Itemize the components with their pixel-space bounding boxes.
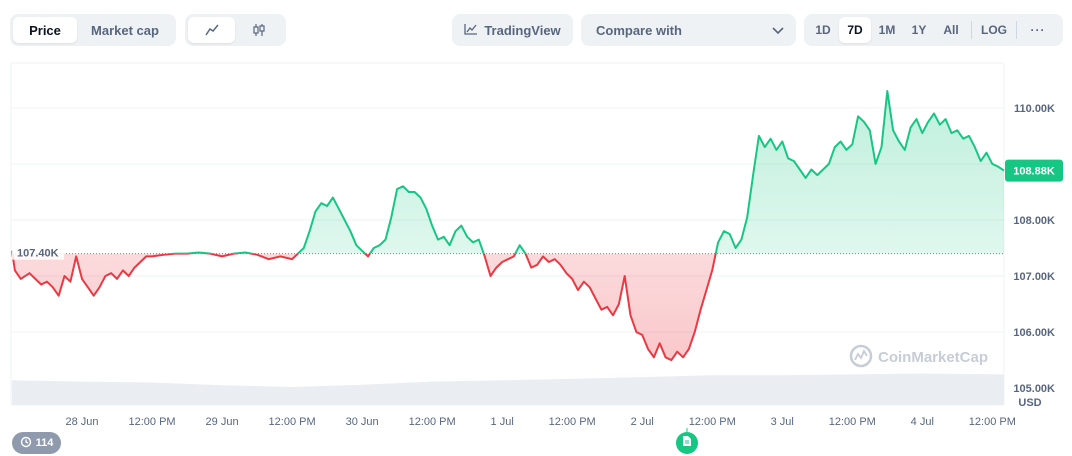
divider [1016, 21, 1017, 39]
range-1d-button[interactable]: 1D [815, 23, 831, 37]
y-tick-label: 108.00K [1013, 215, 1055, 227]
news-marker[interactable] [676, 432, 698, 454]
area-up [12, 91, 1004, 254]
volume-area [12, 373, 1004, 405]
chevron-down-icon [772, 23, 784, 38]
y-tick-label: 110.00K [1014, 103, 1055, 115]
tradingview-button[interactable]: TradingView [452, 14, 573, 46]
range-all-button[interactable]: All [943, 23, 959, 37]
x-tick-label: 1 Jul [491, 416, 514, 428]
area-fill [12, 91, 1004, 361]
x-tick-label: 12:00 PM [409, 416, 456, 428]
history-badge[interactable]: 114 [12, 432, 61, 454]
range-1y-button[interactable]: 1Y [911, 23, 927, 37]
x-tick-label: 3 Jul [771, 416, 794, 428]
line-up [11, 90, 1005, 254]
current-price-badge: 108.88K [1005, 159, 1063, 182]
y-axis: 110.00K109.00K108.00K107.00K106.00K105.0… [1013, 103, 1055, 395]
compare-with-label: Compare with [596, 22, 682, 38]
log-scale-button[interactable]: LOG [981, 23, 1007, 37]
x-tick-label: 12:00 PM [829, 416, 876, 428]
chart-type-toggle [185, 14, 286, 46]
divider [971, 21, 972, 39]
compare-with-select[interactable]: Compare with [581, 14, 796, 46]
time-range-toggle: 1D 7D 1M 1Y All LOG ··· [804, 14, 1063, 46]
range-7d-button[interactable]: 7D [839, 17, 871, 43]
y-tick-label: 106.00K [1013, 327, 1055, 339]
coinmarketcap-logo-icon [849, 344, 873, 368]
tab-market-cap[interactable]: Market cap [91, 22, 159, 38]
tab-price[interactable]: Price [13, 17, 77, 43]
y-tick-label: 105.00K [1013, 383, 1055, 395]
svg-text:107.40K: 107.40K [17, 248, 59, 260]
x-axis: 28 Jun 12:00 PM 29 Jun 12:00 PM 30 Jun 12:00 … [66, 416, 1016, 432]
baseline-price-label: 107.40K [12, 243, 64, 260]
y-tick-label: 107.00K [1013, 271, 1055, 283]
history-icon [20, 436, 32, 451]
tradingview-icon [464, 23, 478, 38]
document-icon [682, 434, 692, 452]
tradingview-label: TradingView [484, 22, 561, 38]
x-tick-label: 12:00 PM [689, 416, 736, 428]
price-line [11, 90, 1005, 362]
watermark-text: CoinMarketCap [878, 349, 988, 366]
x-tick-label: 12:00 PM [549, 416, 596, 428]
svg-text:108.88K: 108.88K [1013, 166, 1055, 178]
currency-label: USD [1018, 397, 1041, 409]
x-tick-label: 30 Jun [346, 416, 379, 428]
x-tick-label: 28 Jun [66, 416, 99, 428]
range-1m-button[interactable]: 1M [878, 23, 896, 37]
more-options-button[interactable]: ··· [1030, 23, 1046, 37]
x-tick-label: 12:00 PM [269, 416, 316, 428]
x-tick-label: 29 Jun [206, 416, 239, 428]
x-tick-label: 12:00 PM [129, 416, 176, 428]
line-down [11, 253, 717, 362]
watermark: CoinMarketCap [849, 344, 988, 368]
x-tick-label: 2 Jul [631, 416, 654, 428]
history-count: 114 [35, 437, 54, 449]
metric-toggle: Price Market cap [10, 14, 176, 46]
x-tick-label: 12:00 PM [969, 416, 1016, 428]
volume-shape [12, 373, 1004, 405]
candlestick-chart-icon[interactable] [235, 17, 282, 43]
x-tick-label: 4 Jul [911, 416, 934, 428]
line-chart-icon[interactable] [188, 17, 235, 43]
area-down [12, 253, 1004, 361]
